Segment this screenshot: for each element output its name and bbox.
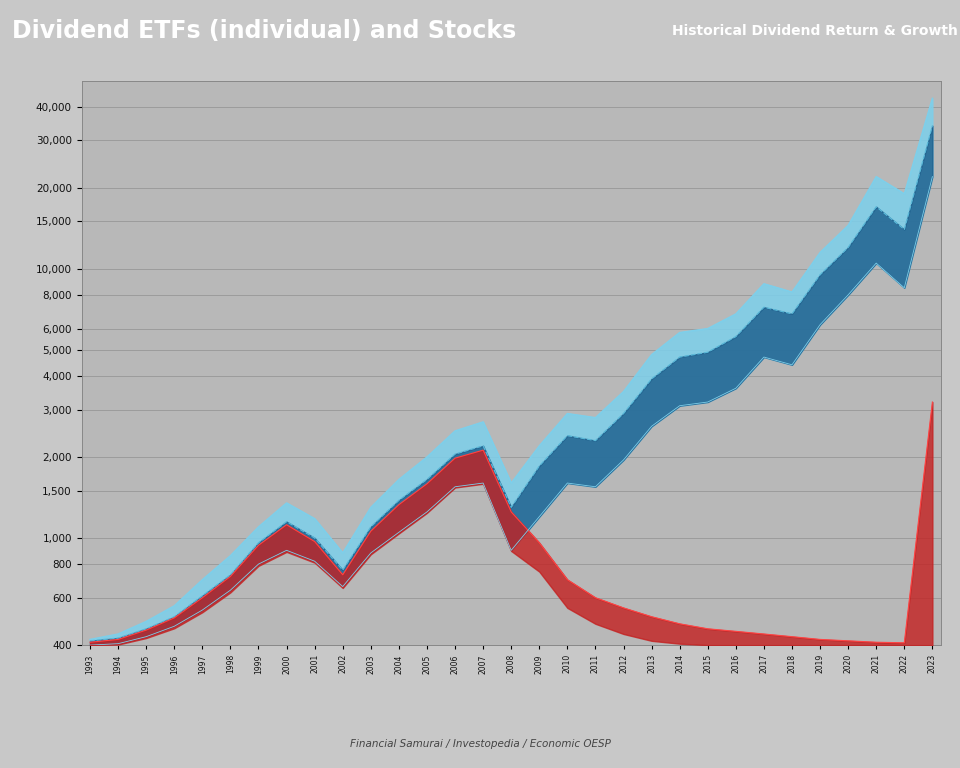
Text: Financial Samurai / Investopedia / Economic OESP: Financial Samurai / Investopedia / Econo…	[349, 739, 611, 749]
Text: Historical Dividend Return & Growth: Historical Dividend Return & Growth	[672, 25, 958, 38]
Text: Dividend ETFs (individual) and Stocks: Dividend ETFs (individual) and Stocks	[12, 19, 516, 43]
